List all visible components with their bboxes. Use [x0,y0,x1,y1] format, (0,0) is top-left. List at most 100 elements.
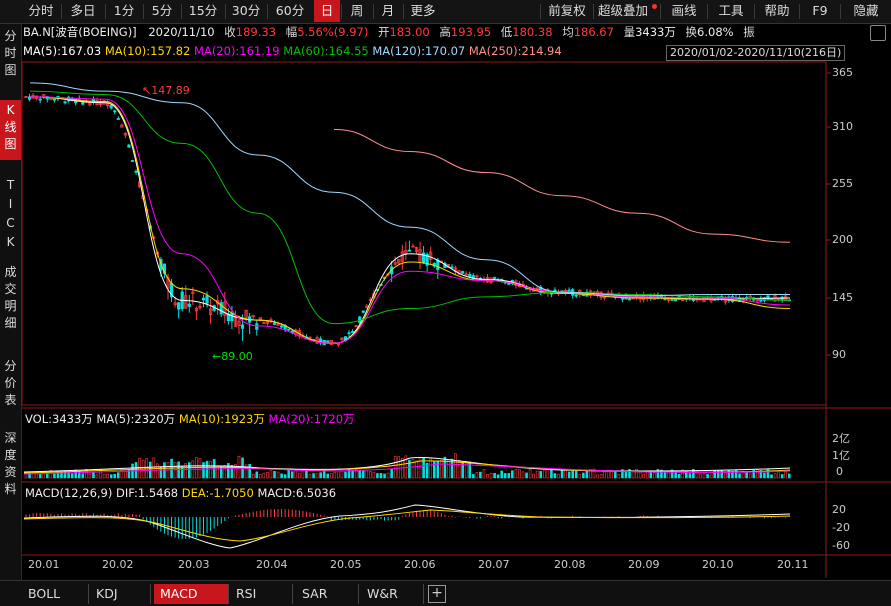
volume-bar [759,470,763,479]
tab-sar[interactable]: SAR [296,584,359,604]
candle-body [450,266,454,269]
volume-bar [479,471,482,479]
volume-bar [468,461,472,479]
period-week[interactable]: 周 [350,3,364,18]
period-60min[interactable]: 60分 [275,3,305,18]
period-5min[interactable]: 5分 [151,3,173,18]
candle-body [88,102,92,106]
sidebar-item-fenshi[interactable]: 分时图 [4,29,17,77]
period-1min[interactable]: 1分 [113,3,135,18]
volume-bar [638,471,642,479]
tab-kdj[interactable]: KDJ [90,584,151,604]
candle-body [407,249,412,252]
candle-body [255,323,259,330]
candle-body [173,302,177,305]
candle-body [461,271,465,274]
period-day[interactable]: 日 [314,0,340,22]
candle-body [24,96,28,98]
volume-bar [358,469,362,479]
candle-body [393,262,397,265]
volume-bar [528,468,532,479]
f9-button[interactable]: F9 [812,3,828,18]
tools-button[interactable]: 工具 [718,3,744,18]
candle-body [191,291,195,294]
candle-body [216,300,220,305]
ma60-label: MA(60):164.55 [283,44,369,58]
volume-bar [489,472,493,479]
tab-wr[interactable]: W&R [361,584,424,604]
ma120-label: MA(120):170.07 [372,44,466,58]
volume-bar [582,472,585,479]
expand-icon[interactable] [870,25,886,41]
volume-bar [553,473,557,479]
period-more[interactable]: 更多 [410,3,436,18]
tab-macd[interactable]: MACD [154,584,229,604]
sidebar-item-tick[interactable]: TICK [6,178,15,249]
date-range-box[interactable]: 2020/01/02-2020/11/10(216日) [666,45,846,61]
volume-bar [283,474,287,479]
candle-body [414,247,419,253]
volume-bar [677,473,681,479]
draw-line-button[interactable]: 画线 [671,3,697,18]
add-indicator-icon[interactable]: + [428,585,446,603]
volume-bar [571,470,575,479]
volume-bar [681,469,685,479]
candle-body [120,124,124,128]
volume-bar [152,457,156,479]
period-15min[interactable]: 15分 [188,3,218,18]
ma20-label: MA(20):161.19 [194,44,280,58]
macd-panel [23,504,791,549]
volume-bar [38,473,42,479]
period-month[interactable]: 月 [381,3,395,18]
quote-line: BA.N[波音(BOEING)] 2020/11/10 收189.33 幅5.5… [23,25,755,39]
vol-tick-2: 2亿 [832,432,850,445]
volume-bar [351,469,354,479]
volume-bar [280,473,283,479]
sidebar-item-depth-data[interactable]: 深度资料 [4,431,17,496]
hide-button[interactable]: 隐藏 [853,3,879,18]
volume-bar [85,468,88,479]
super-overlay-button[interactable]: 超级叠加 [597,3,648,18]
candle-body [347,332,351,335]
volume-bar [773,473,777,479]
volume-bar [223,465,227,479]
candle-body [113,110,117,113]
volume-bar [347,469,351,479]
macd-tick-m20: -20 [832,521,850,534]
volume-bar [319,472,322,479]
candle-body [130,160,135,162]
volume-bar [262,472,266,479]
adjust-forward-button[interactable]: 前复权 [548,3,586,18]
candle-body [354,325,358,328]
ma5-label: MA(5):167.03 [23,44,102,58]
volume-bar [276,471,280,479]
help-button[interactable]: 帮助 [764,3,790,18]
vol-tick-0: 0 [836,465,843,478]
volume-bar [134,462,138,479]
candle-body [411,245,415,248]
price-tick-200: 200 [832,233,853,246]
period-duori[interactable]: 多日 [70,3,96,18]
candle-body [574,294,578,297]
volume-bar [731,470,734,479]
price-tick-145: 145 [832,291,853,304]
volume-bar [738,473,741,479]
volume-bar [692,469,695,479]
volume-bar [202,462,205,479]
volume-bar [56,472,60,479]
volume-bar [777,471,780,479]
volume-bar [518,469,521,479]
period-30min[interactable]: 30分 [231,3,261,18]
tab-boll[interactable]: BOLL [22,584,89,604]
volume-bar [333,471,337,479]
volume-bar [49,470,53,479]
sidebar-item-trade-detail[interactable]: 成交明细 [4,265,17,330]
tab-rsi[interactable]: RSI [230,584,293,604]
sidebar-item-kline[interactable]: K线图 [0,100,21,160]
period-fenshi[interactable]: 分时 [28,3,54,18]
volume-bar [188,462,191,479]
volume-bar [397,456,401,479]
volume-bar [539,471,543,479]
sidebar-item-price-table[interactable]: 分价表 [4,359,17,407]
